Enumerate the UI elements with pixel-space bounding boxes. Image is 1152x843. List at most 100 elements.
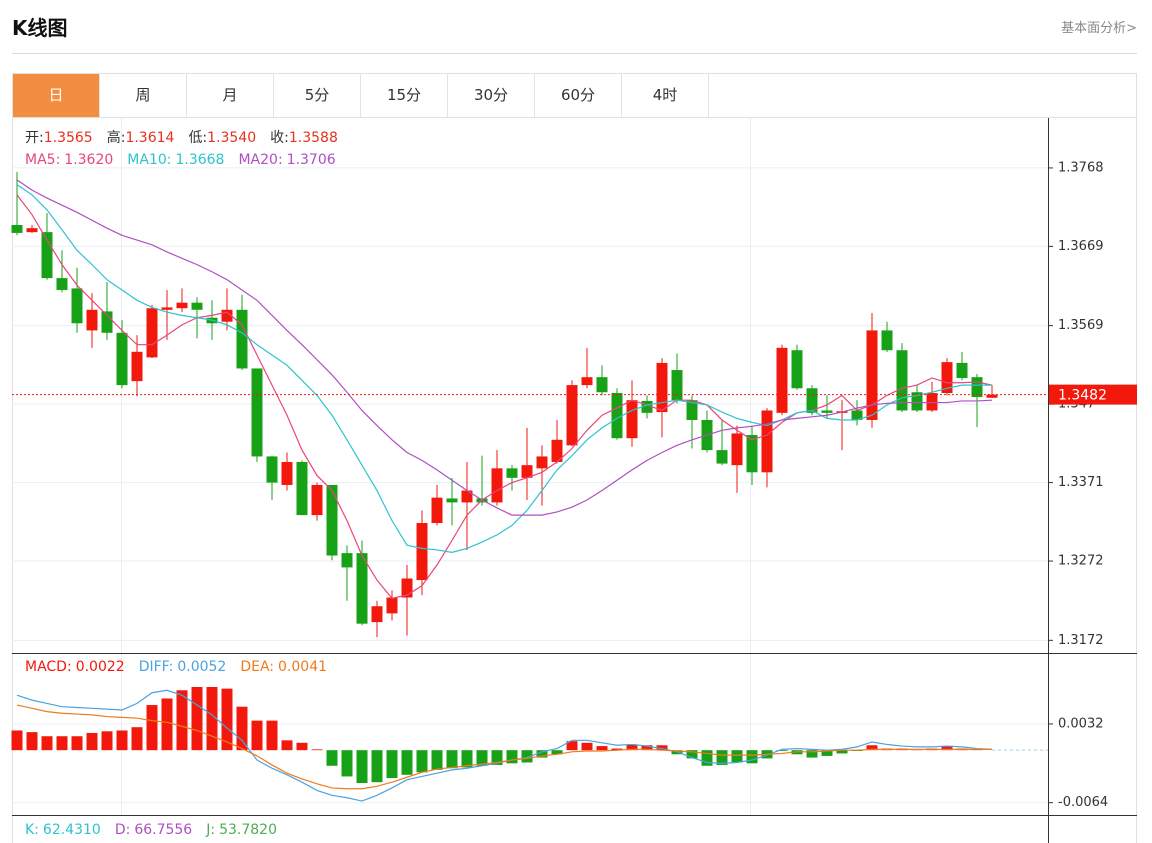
last-price-label: 1.3482 [1058, 388, 1107, 404]
macd-bar [476, 750, 488, 766]
tab[interactable]: 5分 [274, 74, 361, 117]
candle-body [881, 330, 893, 351]
legend-name: DIFF: [139, 659, 174, 675]
tab[interactable]: 15分 [361, 74, 448, 117]
macd-bar [491, 750, 503, 765]
candle-body [101, 311, 113, 333]
candle-body [56, 278, 68, 290]
macd-bar [686, 750, 698, 759]
y-tick-label: 1.3272 [1058, 554, 1104, 569]
macd-bar [56, 736, 68, 751]
macd-bar [461, 750, 473, 768]
candle-body [731, 433, 743, 466]
macd-bar [311, 749, 323, 751]
macd-bar [41, 736, 53, 751]
info-name: 收: [270, 130, 289, 146]
candle-body [986, 394, 998, 398]
tab[interactable]: 30分 [448, 74, 535, 117]
macd-bar [776, 750, 788, 751]
candle-body [866, 330, 878, 420]
legend-name: MA5: [25, 152, 60, 168]
candle-body [791, 350, 803, 389]
macd-bar [506, 750, 518, 764]
legend-name: MA20: [238, 152, 282, 168]
macd-bar [101, 731, 113, 751]
macd-bar [281, 740, 293, 751]
y-tick-label: 1.3569 [1058, 318, 1104, 333]
macd-bar [626, 744, 638, 751]
candle-body [41, 232, 53, 279]
macd-bar [206, 687, 218, 751]
macd-bar [701, 750, 713, 766]
macd-bar [521, 750, 533, 763]
macd-bar [71, 736, 83, 751]
macd-bar [161, 698, 173, 751]
candle-body [146, 308, 158, 358]
candle-body [11, 225, 23, 233]
legend-value: 1.3620 [64, 152, 113, 168]
candle-body [596, 377, 608, 393]
info-name: 开: [25, 130, 44, 146]
info-value: 1.3588 [289, 130, 338, 146]
macd-bar [611, 748, 623, 751]
tab[interactable]: 月 [187, 74, 274, 117]
macd-bar [176, 690, 188, 751]
ma-line [16, 184, 992, 553]
candle-body [221, 309, 233, 322]
legend-value: 53.7820 [219, 822, 277, 838]
legend-value: 0.0022 [76, 659, 125, 675]
legend-name: D: [115, 822, 131, 838]
legend-value: 0.0041 [278, 659, 327, 675]
info-value: 1.3565 [44, 130, 93, 146]
candle-body [746, 435, 758, 473]
candle-body [776, 347, 788, 413]
candle-body [971, 377, 983, 397]
macd-bar [716, 750, 728, 765]
page-title: K线图 [12, 16, 68, 40]
candle-body [581, 377, 593, 386]
macd-bar [431, 750, 443, 770]
tab[interactable]: 周 [100, 74, 187, 117]
candle-body [401, 578, 413, 598]
macd-bar [836, 750, 848, 754]
candle-body [686, 400, 698, 420]
legend-value: 0.0052 [177, 659, 226, 675]
candle-body [506, 468, 518, 478]
tab[interactable]: 日 [13, 74, 100, 117]
candle-body [251, 368, 263, 457]
macd-bar [386, 750, 398, 779]
candle-body [926, 393, 938, 411]
macd-bar [191, 687, 203, 751]
macd-bar [326, 750, 338, 766]
legend-row: K: 62.4310 D: 66.7556 J: 53.7820 [25, 822, 277, 838]
candle-body [86, 309, 98, 331]
macd-line [16, 704, 992, 790]
candle-body [341, 553, 353, 568]
legend-name: J: [205, 822, 215, 838]
tab[interactable]: 60分 [535, 74, 622, 117]
candle-body [491, 468, 503, 503]
candle-body [551, 439, 563, 462]
candle-body [566, 385, 578, 446]
candle-body [626, 400, 638, 439]
macd-bar [941, 746, 953, 751]
candle-body [296, 461, 308, 516]
legend-value: 1.3668 [175, 152, 224, 168]
macd-bar [116, 730, 128, 751]
tab[interactable]: 4时 [622, 74, 709, 117]
candle-body [371, 606, 383, 623]
macd-bar [746, 750, 758, 764]
fundamental-link[interactable]: 基本面分析> [1061, 21, 1137, 36]
y-tick-label: 1.3768 [1058, 160, 1104, 175]
candle-body [821, 410, 833, 413]
macd-bar [131, 727, 143, 751]
candle-body [446, 498, 458, 503]
macd-bar [146, 705, 158, 751]
candle-body [311, 484, 323, 516]
macd-bar [371, 750, 383, 783]
candle-body [806, 388, 818, 413]
candle-body [326, 484, 338, 556]
macd-bar [26, 732, 38, 751]
